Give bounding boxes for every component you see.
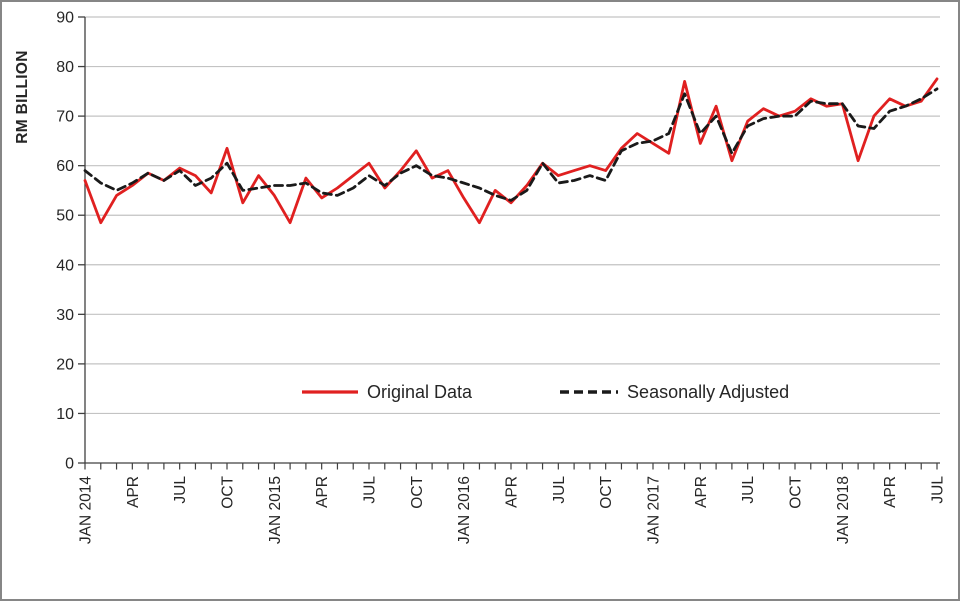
y-axis-tick-label: 40	[56, 257, 74, 274]
legend-item-original: Original Data	[302, 382, 472, 403]
x-axis-tick-label: OCT	[598, 475, 615, 508]
legend-item-seasonally-adjusted: Seasonally Adjusted	[560, 382, 789, 403]
y-axis-tick-label: 70	[56, 109, 74, 126]
y-axis-tick-label: 10	[56, 406, 74, 423]
seasonally-adjusted-line-swatch-icon	[560, 390, 619, 394]
x-axis-tick-label: APR	[882, 476, 899, 508]
x-axis-tick-label: JAN 2017	[646, 476, 663, 544]
y-axis-tick-label: 80	[56, 59, 74, 76]
x-axis-tick-label: JUL	[172, 476, 189, 504]
y-axis-tick-label: 30	[56, 307, 74, 324]
x-axis-tick-label: JUL	[551, 476, 568, 504]
x-axis-tick-label: OCT	[409, 475, 426, 508]
x-axis-tick-label: JAN 2018	[835, 476, 852, 544]
legend-label-seasonally-adjusted: Seasonally Adjusted	[627, 381, 790, 402]
x-axis-tick-label: APR	[693, 476, 710, 508]
original-line-swatch-icon	[302, 390, 358, 394]
x-axis-tick-label: APR	[125, 476, 142, 508]
original-data-line	[83, 77, 939, 225]
y-axis-tick-label: 50	[56, 208, 74, 225]
x-axis-tick-label: OCT	[220, 475, 237, 508]
y-axis-tick-label: 0	[65, 456, 74, 473]
x-axis-tick-label: JUL	[740, 476, 757, 504]
x-axis-tick-label: JAN 2016	[456, 476, 473, 544]
y-axis-tick-label: 60	[56, 158, 74, 175]
y-axis-tick-label: 20	[56, 356, 74, 373]
x-axis-tick-label: JUL	[362, 476, 379, 504]
y-axis-tick-label: 90	[56, 10, 74, 27]
x-axis-tick-label: OCT	[788, 475, 805, 508]
x-axis-tick-label: JAN 2015	[267, 476, 284, 544]
x-axis-tick-label: JUL	[930, 476, 947, 504]
x-axis-tick-label: JAN 2014	[78, 476, 95, 544]
x-axis-tick-label: APR	[504, 476, 521, 508]
y-axis-title: RM BILLION	[14, 50, 31, 143]
x-axis-tick-label: APR	[314, 476, 331, 508]
legend-label-original: Original Data	[367, 381, 473, 402]
legend: Original Data Seasonally Adjusted	[302, 374, 789, 410]
seasonally-adjusted-line	[83, 87, 939, 202]
